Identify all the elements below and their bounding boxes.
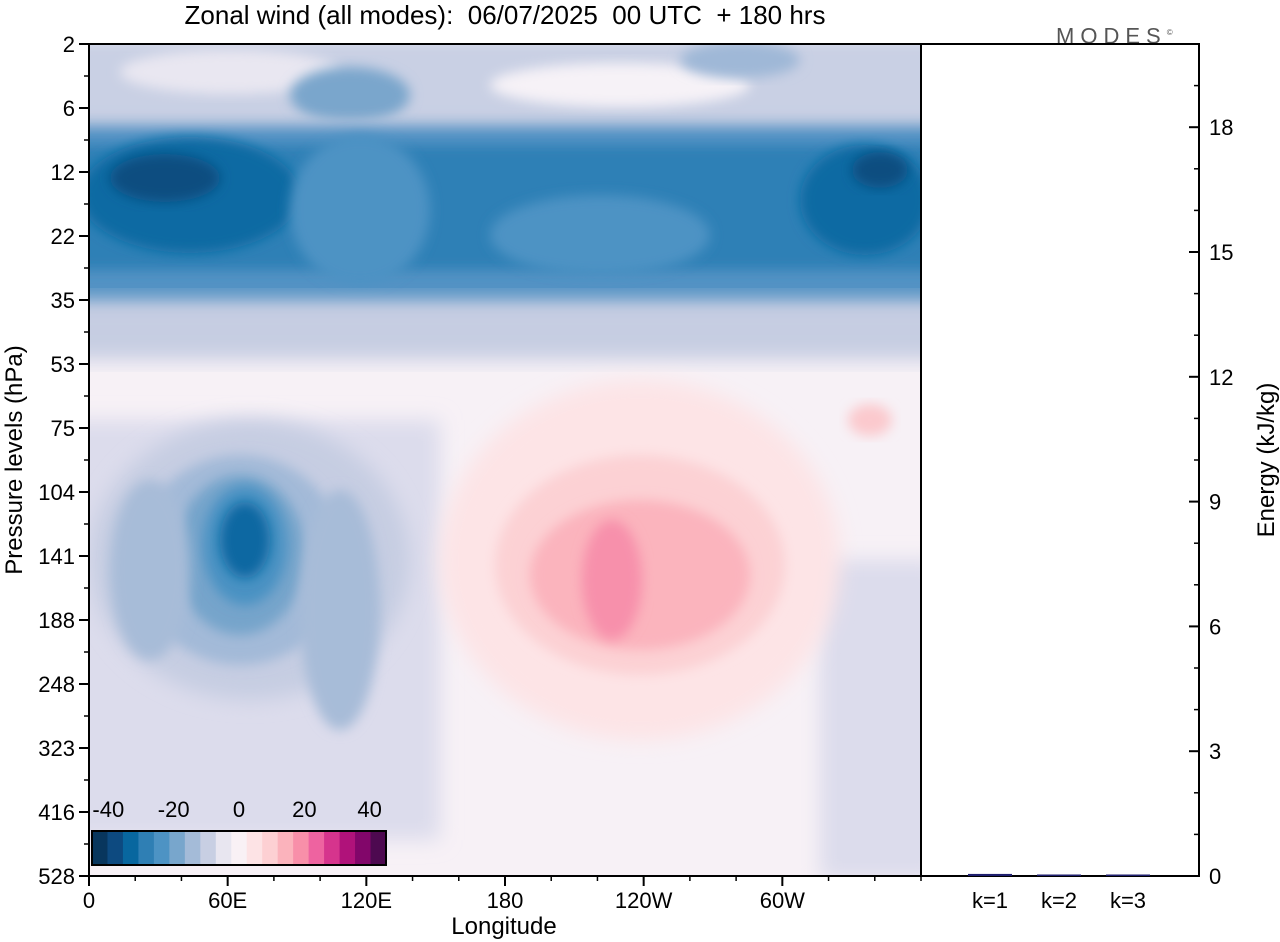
colorbar-cell xyxy=(122,831,139,865)
colorbar-cell xyxy=(293,831,310,865)
energy-axis: 0 3 6 9 12 15 18 xyxy=(1189,43,1233,889)
pressure-tick-label: 6 xyxy=(63,96,75,121)
y-axis-label: Pressure levels (hPa) xyxy=(1,345,28,574)
colorbar-cell xyxy=(355,831,372,865)
colorbar-cell xyxy=(370,831,387,865)
pressure-tick-label: 141 xyxy=(38,544,75,569)
energy-category-label: k=1 xyxy=(972,888,1008,913)
pressure-tick-label: 323 xyxy=(38,736,75,761)
energy-bar-chart: k=1 k=2 k=3 0 3 6 9 12 15 18 xyxy=(920,43,1233,913)
pressure-tick-label: 104 xyxy=(38,480,75,505)
chart-title: Zonal wind (all modes): 06/07/2025 00 UT… xyxy=(184,0,826,30)
colorbar-tick-label: 0 xyxy=(233,797,245,822)
pressure-tick-label: 2 xyxy=(63,32,75,57)
energy-category-label: k=2 xyxy=(1041,888,1077,913)
heatmap-field xyxy=(89,44,921,876)
colorbar-cell xyxy=(169,831,186,865)
longitude-axis: 0 60E 120E 180 120W 60W xyxy=(83,876,922,913)
pressure-tick-label: 35 xyxy=(51,288,75,313)
energy-tick-label: 15 xyxy=(1209,240,1233,265)
energy-tick-label: 9 xyxy=(1209,490,1221,515)
energy-category-label: k=3 xyxy=(1110,888,1146,913)
longitude-tick-label: 120E xyxy=(341,888,392,913)
pressure-tick-label: 248 xyxy=(38,672,75,697)
energy-tick-label: 0 xyxy=(1209,864,1221,889)
colorbar-tick-label: -40 xyxy=(92,797,124,822)
colorbar-cell xyxy=(153,831,170,865)
energy-axis-label: Energy (kJ/kg) xyxy=(1253,383,1280,538)
colorbar-cell xyxy=(262,831,279,865)
energy-frame xyxy=(920,43,1200,877)
colorbar-cell xyxy=(324,831,341,865)
colorbar-tick-label: 40 xyxy=(357,797,381,822)
logo-mark: © xyxy=(1166,28,1173,37)
pressure-axis: 2 6 12 22 35 53 75 104 141 188 248 323 416 528 xyxy=(38,32,89,889)
energy-tick-label: 3 xyxy=(1209,739,1221,764)
colorbar-cell xyxy=(138,831,155,865)
energy-bar xyxy=(968,873,1012,876)
colorbar-cell xyxy=(107,831,124,865)
colorbar-cell xyxy=(231,831,248,865)
pressure-tick-label: 22 xyxy=(51,224,75,249)
longitude-tick-label: 60W xyxy=(760,888,805,913)
colorbar-cell xyxy=(200,831,217,865)
pressure-tick-label: 528 xyxy=(38,864,75,889)
colorbar-cell xyxy=(184,831,201,865)
colorbar-frame xyxy=(91,830,387,866)
energy-tick-label: 18 xyxy=(1209,115,1233,140)
colorbar-cell xyxy=(215,831,232,865)
energy-tick-label: 6 xyxy=(1209,614,1221,639)
energy-bar xyxy=(1037,874,1081,876)
longitude-tick-label: 120W xyxy=(615,888,673,913)
colorbar-cell xyxy=(246,831,263,865)
x-axis-label: Longitude xyxy=(451,913,556,940)
energy-tick-label: 12 xyxy=(1209,365,1233,390)
colorbar-cell xyxy=(277,831,294,865)
pressure-tick-label: 12 xyxy=(51,160,75,185)
pressure-tick-label: 416 xyxy=(38,800,75,825)
longitude-tick-label: 180 xyxy=(487,888,524,913)
colorbar-cell xyxy=(308,831,325,865)
colorbar-cell xyxy=(339,831,356,865)
colorbar-tick-label: 20 xyxy=(292,797,316,822)
energy-bar xyxy=(1106,874,1150,876)
colorbar: -40 -20 0 20 40 xyxy=(91,797,387,866)
longitude-tick-label: 0 xyxy=(83,888,95,913)
pressure-tick-label: 75 xyxy=(51,416,75,441)
longitude-tick-label: 60E xyxy=(208,888,247,913)
pressure-tick-label: 53 xyxy=(51,352,75,377)
heatmap-plot: 2 6 12 22 35 53 75 104 141 188 248 323 416 528 0 60E 12… xyxy=(38,32,922,913)
colorbar-tick-label: -20 xyxy=(158,797,190,822)
pressure-tick-label: 188 xyxy=(38,608,75,633)
colorbar-cell xyxy=(92,831,108,865)
